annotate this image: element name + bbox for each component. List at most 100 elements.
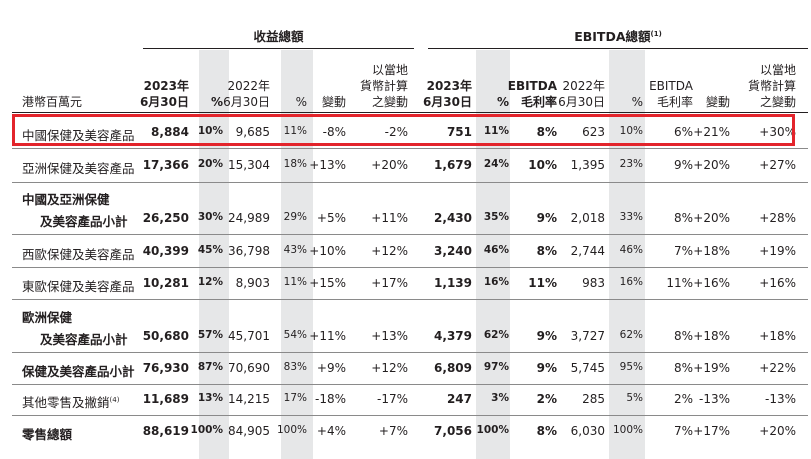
table-cell: 9% (536, 361, 557, 375)
table-cell: +18% (693, 244, 730, 258)
table-cell: 8% (536, 244, 557, 258)
table-cell: 16% (483, 276, 509, 288)
table-cell: 5,745 (570, 361, 605, 375)
shade-eb-pct2 (609, 50, 645, 459)
table-cell: 1,679 (434, 158, 472, 172)
table-cell: 8% (673, 211, 693, 225)
table-cell: 29% (283, 211, 307, 223)
table-cell: 17% (283, 392, 307, 404)
row-label: 亞洲保健及美容產品 (22, 161, 135, 176)
table-cell: 10% (619, 125, 643, 137)
eb-pct-header: % (496, 95, 509, 109)
table-cell: 2,430 (434, 211, 472, 225)
row-divider (12, 234, 808, 235)
table-cell: +11% (371, 211, 408, 225)
table-cell: 26,250 (142, 211, 189, 225)
rev-change-header: 變動 (321, 95, 346, 109)
table-cell: 8% (673, 361, 693, 375)
table-cell: +15% (309, 276, 346, 290)
row-label: 西歐保健及美容產品 (22, 247, 135, 262)
footnote-ref: (4) (109, 396, 120, 404)
ebitda-group-title: EBITDA總額(1) (574, 29, 662, 44)
row-divider (12, 384, 808, 385)
rev-pct-header: % (210, 95, 223, 109)
table-cell: 23% (619, 158, 643, 170)
table-cell: 30% (197, 211, 223, 223)
header-rule (12, 112, 808, 113)
table-cell: 623 (582, 125, 605, 139)
table-cell: 76,930 (142, 361, 189, 375)
table-cell: 13% (197, 392, 223, 404)
table-cell: 24% (483, 158, 509, 170)
table-cell: +10% (309, 244, 346, 258)
row-label: 零售總額 (22, 427, 73, 442)
table-cell: 4,379 (434, 329, 472, 343)
table-cell: 40,399 (142, 244, 189, 258)
row-label: 及美容產品小計 (40, 332, 128, 347)
table-cell: +30% (759, 125, 796, 139)
table-cell: 100% (476, 424, 509, 436)
table-cell: 54% (283, 329, 307, 341)
table-cell: 3% (491, 392, 509, 404)
table-cell: 751 (446, 125, 472, 139)
table-cell: 2% (536, 392, 557, 406)
table-cell: 2,018 (570, 211, 605, 225)
table-cell: 983 (582, 276, 605, 290)
row-divider (12, 182, 808, 183)
table-cell: 3,240 (434, 244, 472, 258)
eb-2022-header: 2022年 6月30日 (558, 79, 605, 109)
table-cell: 12% (197, 276, 223, 288)
table-cell: 1,139 (434, 276, 472, 290)
table-cell: 11% (283, 276, 307, 288)
row-divider (12, 299, 808, 300)
table-cell: 14,215 (228, 392, 270, 406)
table-cell: +19% (759, 244, 796, 258)
table-cell: +7% (378, 424, 408, 438)
table-cell: 6,030 (570, 424, 605, 438)
table-cell: 10% (197, 125, 223, 137)
table-cell: 9% (673, 158, 693, 172)
table-cell: 8% (536, 125, 557, 139)
table-cell: 11% (283, 125, 307, 137)
row-label: 中國及亞洲保健 (22, 192, 110, 207)
table-cell: 3,727 (570, 329, 605, 343)
table-cell: 7,056 (434, 424, 472, 438)
table-cell: 8% (673, 329, 693, 343)
rev-2023-header: 2023年 6月30日 (139, 79, 189, 109)
table-cell: 9% (536, 211, 557, 225)
table-cell: +20% (759, 424, 796, 438)
table-cell: 46% (483, 244, 509, 256)
table-cell: +13% (309, 158, 346, 172)
table-cell: 18% (283, 158, 307, 170)
table-cell: 7% (673, 244, 693, 258)
table-cell: 9,685 (235, 125, 270, 139)
row-divider (12, 352, 808, 353)
table-cell: +28% (759, 211, 796, 225)
row-label: 中國保健及美容產品 (22, 128, 135, 143)
table-cell: 2,744 (570, 244, 605, 258)
table-cell: 6% (673, 125, 693, 139)
table-cell: 24,989 (228, 211, 270, 225)
rev-pct2-header: % (295, 95, 307, 109)
table-cell: 35% (483, 211, 509, 223)
table-cell: 84,905 (228, 424, 270, 438)
eb-margin2-header: EBITDA 毛利率 (649, 79, 693, 109)
table-cell: 5% (626, 392, 643, 404)
table-cell: 17,366 (142, 158, 189, 172)
table-cell: +11% (309, 329, 346, 343)
row-divider (12, 267, 808, 268)
table-cell: 57% (197, 329, 223, 341)
table-cell: +22% (759, 361, 796, 375)
rev-local-header: 以當地 貨幣計算 之變動 (359, 63, 408, 109)
table-cell: -2% (384, 125, 408, 139)
table-cell: 285 (582, 392, 605, 406)
eb-local-header: 以當地 貨幣計算 之變動 (747, 63, 796, 109)
table-cell: +18% (693, 329, 730, 343)
table-cell: 8,903 (235, 276, 270, 290)
row-label: 其他零售及撇銷(4) (22, 395, 120, 410)
table-cell: -17% (376, 392, 408, 406)
table-cell: 15,304 (228, 158, 270, 172)
table-cell: 95% (619, 361, 643, 373)
shade-rev-pct (199, 50, 229, 459)
revenue-group-title: 收益總額 (253, 29, 304, 44)
